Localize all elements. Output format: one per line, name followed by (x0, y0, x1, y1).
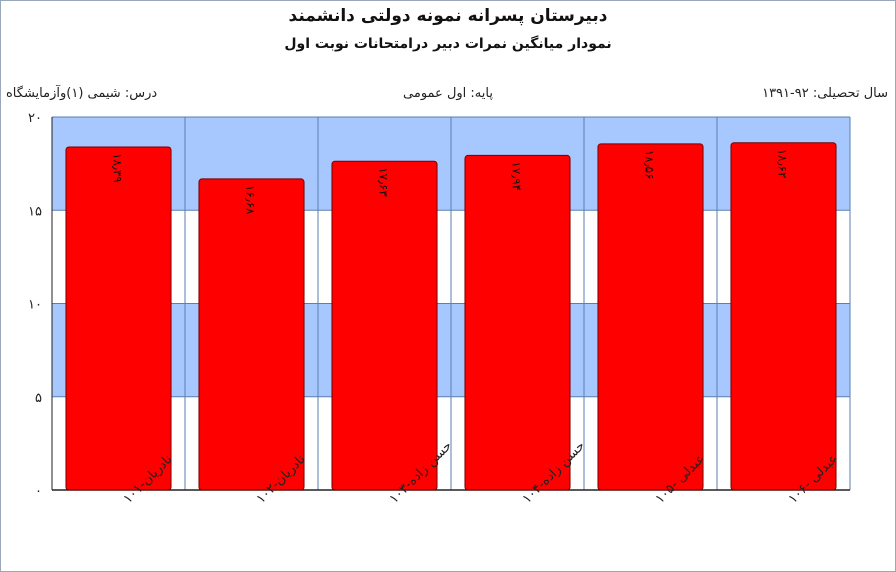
academic-year-label: سال تحصیلی: ۹۲-۱۳۹۱ (762, 86, 888, 101)
bar (198, 178, 305, 491)
y-tick-label: ۲۰ (28, 111, 42, 126)
bar (597, 143, 704, 491)
page-title: دبیرستان پسرانه نمونه دولتی دانشمند (288, 6, 608, 26)
bar-value-label: ۱۸٫۳۹ (111, 153, 125, 183)
y-tick-label: ۰ (35, 484, 42, 499)
bar-value-label: ۱۷٫۹۴ (510, 161, 524, 191)
bar (464, 154, 571, 491)
bar-value-label: ۱۸٫۶۲ (776, 149, 790, 179)
y-tick-label: ۱۵ (28, 204, 42, 219)
y-tick-label: ۵ (35, 391, 42, 406)
bar (65, 146, 172, 491)
bar-value-label: ۱۶٫۶۸ (244, 185, 258, 215)
bar (331, 160, 438, 491)
y-tick-label: ۱۰ (28, 298, 42, 313)
bar-value-label: ۱۷٫۶۳ (377, 167, 391, 197)
bar-value-label: ۱۸٫۵۶ (643, 150, 657, 180)
page-subtitle: نمودار میانگین نمرات دبیر درامتحانات نوب… (284, 36, 612, 52)
grade-label: پایه: اول عمومی (403, 86, 493, 101)
bar (730, 142, 837, 491)
course-label: درس: شیمی (۱)وآزمایشگاه (6, 86, 158, 101)
